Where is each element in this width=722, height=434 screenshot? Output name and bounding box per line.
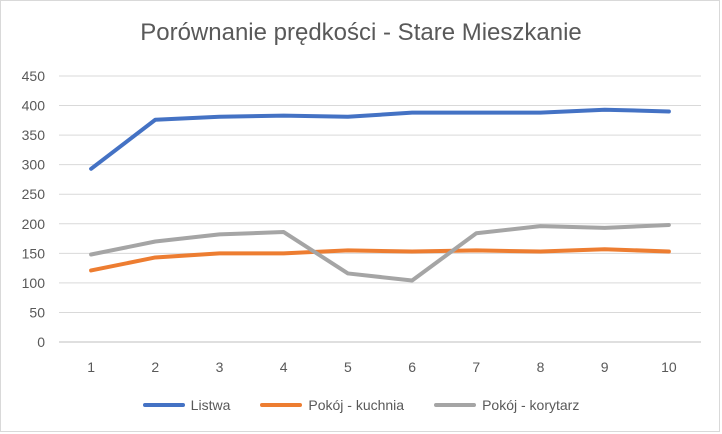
legend-label: Listwa (190, 397, 231, 413)
y-tick-label: 350 (22, 127, 46, 143)
series-line-2 (89, 247, 671, 273)
y-tick-label: 150 (22, 245, 46, 261)
x-tick-label: 8 (537, 359, 545, 375)
y-tick-label: 100 (22, 275, 46, 291)
legend-swatch (142, 403, 185, 407)
legend-item: Pokój - korytarz (434, 397, 579, 413)
legend-item: Pokój - kuchnia (260, 397, 404, 413)
legend-swatch (434, 403, 477, 407)
y-tick-label: 250 (22, 186, 46, 202)
x-tick-label: 2 (151, 359, 159, 375)
x-tick-label: 9 (601, 359, 609, 375)
x-tick-label: 7 (472, 359, 480, 375)
legend-item: Listwa (142, 397, 231, 413)
x-tick-label: 10 (661, 359, 677, 375)
series-line-1 (89, 107, 671, 171)
x-tick-label: 4 (280, 359, 288, 375)
legend-swatch (260, 403, 303, 407)
legend-label: Pokój - korytarz (482, 397, 580, 413)
y-tick-label: 0 (37, 334, 45, 350)
chart-legend: Listwa Pokój - kuchnia Pokój - korytarz (1, 397, 721, 413)
series-line-3 (89, 222, 671, 283)
y-tick-label: 300 (22, 157, 46, 173)
y-tick-label: 50 (29, 304, 45, 320)
chart-title: Porównanie prędkości - Stare Mieszkanie (140, 19, 582, 46)
x-tick-label: 6 (408, 359, 416, 375)
y-tick-label: 450 (22, 68, 46, 84)
y-tick-label: 200 (22, 216, 46, 232)
x-tick-label: 1 (87, 359, 95, 375)
x-tick-label: 3 (216, 359, 224, 375)
y-tick-label: 400 (22, 98, 46, 114)
x-tick-label: 5 (344, 359, 352, 375)
legend-label: Pokój - kuchnia (308, 397, 405, 413)
